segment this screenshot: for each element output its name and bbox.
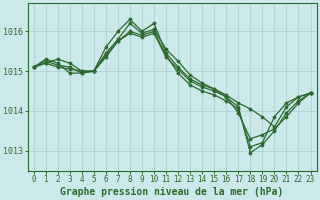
X-axis label: Graphe pression niveau de la mer (hPa): Graphe pression niveau de la mer (hPa) (60, 186, 284, 197)
